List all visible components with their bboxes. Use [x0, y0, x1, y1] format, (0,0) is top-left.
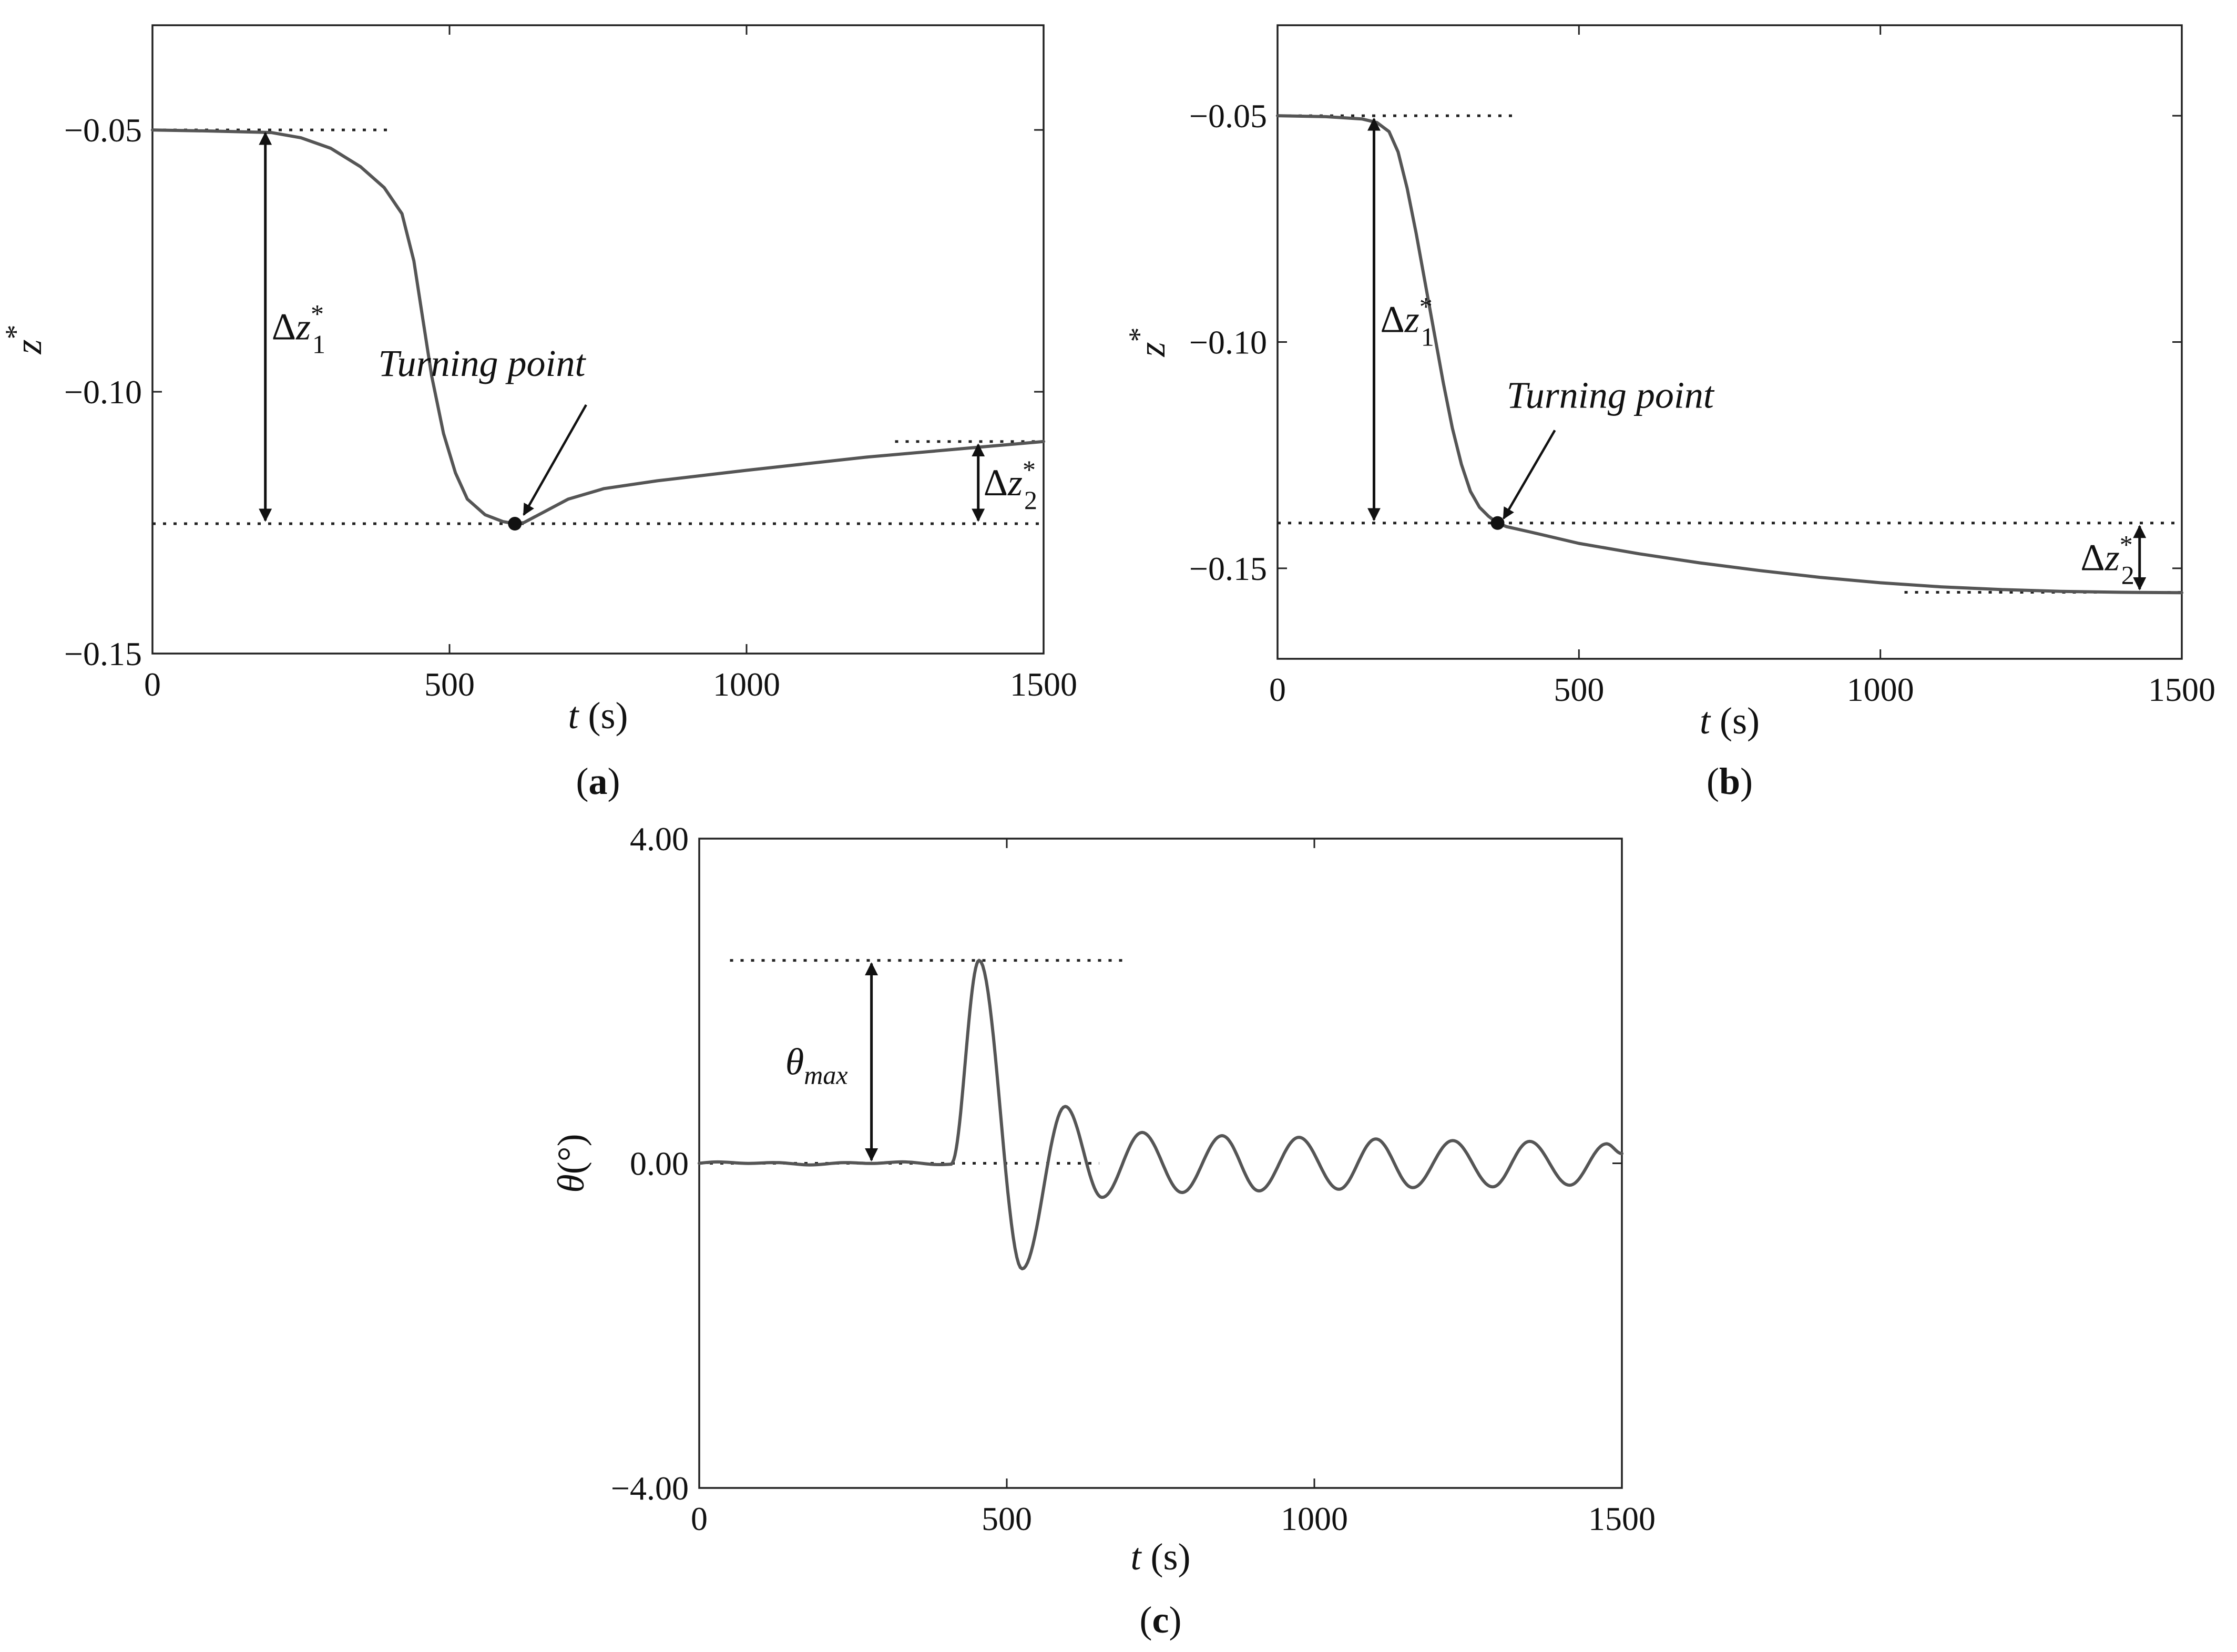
x-axis-label: t (s): [1700, 700, 1760, 742]
delta2-label: Δz* 2: [984, 455, 1037, 515]
turning-point-arrow: [523, 404, 587, 516]
y-tick-label: −0.15: [1189, 550, 1267, 587]
x-tick-label: 1000: [1847, 671, 1914, 708]
delta1-label: Δz* 1: [272, 299, 325, 359]
x-tick-label: 1000: [1281, 1500, 1348, 1537]
series-line: [1276, 114, 2183, 595]
y-tick-label: 0.00: [630, 1145, 689, 1182]
x-tick-label: 500: [424, 666, 475, 703]
turning-point-marker: [508, 517, 522, 531]
panel-c: 0 500 1000 1500 4.00 0.00 −4.00 t (s) θ(°) (c) θma…: [550, 820, 1656, 1641]
x-axis-label: t (s): [1131, 1536, 1191, 1578]
turning-point-label: Turning point: [378, 342, 586, 384]
y-axis-label: θ(°): [550, 1134, 592, 1192]
theta_max-label: θmax: [785, 1041, 848, 1090]
plot-frame: [151, 24, 1045, 655]
plot-frame: [1276, 24, 2183, 660]
y-tick-label: −0.15: [64, 635, 142, 672]
panel-label: (a): [576, 760, 620, 802]
y-tick-label: −0.05: [64, 111, 142, 149]
y-tick-label: −4.00: [611, 1470, 689, 1507]
panel-label: (c): [1140, 1599, 1182, 1641]
x-tick-label: 1500: [1010, 666, 1077, 703]
y-tick-label: 4.00: [630, 820, 689, 858]
x-tick-label: 0: [691, 1500, 708, 1537]
turning-point-arrow: [1503, 430, 1556, 520]
turning-point-label: Turning point: [1507, 374, 1715, 416]
turning-point-marker: [1490, 516, 1505, 530]
delta2-label: Δz* 2: [2080, 530, 2134, 590]
y-axis-label: z*: [0, 324, 49, 354]
x-tick-label: 500: [1554, 671, 1604, 708]
x-tick-label: 0: [144, 666, 161, 703]
panel-b: 0 500 1000 1500 −0.05 −0.10 −0.15 t (s) z* (b) Δz*…: [1123, 24, 2215, 802]
y-axis-label: z*: [1123, 327, 1173, 357]
y-tick-label: −0.05: [1189, 97, 1267, 135]
x-axis-label: t (s): [568, 695, 628, 737]
panel-a: 0 500 1000 1500 −0.05 −0.10 −0.15 t (s) z* (a) Δz*…: [0, 24, 1077, 802]
panel-label: (b): [1707, 760, 1753, 802]
y-tick-label: −0.10: [64, 373, 142, 411]
x-tick-label: 500: [982, 1500, 1032, 1537]
x-tick-label: 0: [1269, 671, 1286, 708]
series-line: [151, 128, 1045, 525]
delta1-label: Δz* 1: [1380, 291, 1434, 351]
x-tick-label: 1000: [713, 666, 780, 703]
y-tick-label: −0.10: [1189, 324, 1267, 361]
x-tick-label: 1500: [1588, 1500, 1656, 1537]
x-tick-label: 1500: [2148, 671, 2215, 708]
series-line: [698, 958, 1623, 1271]
